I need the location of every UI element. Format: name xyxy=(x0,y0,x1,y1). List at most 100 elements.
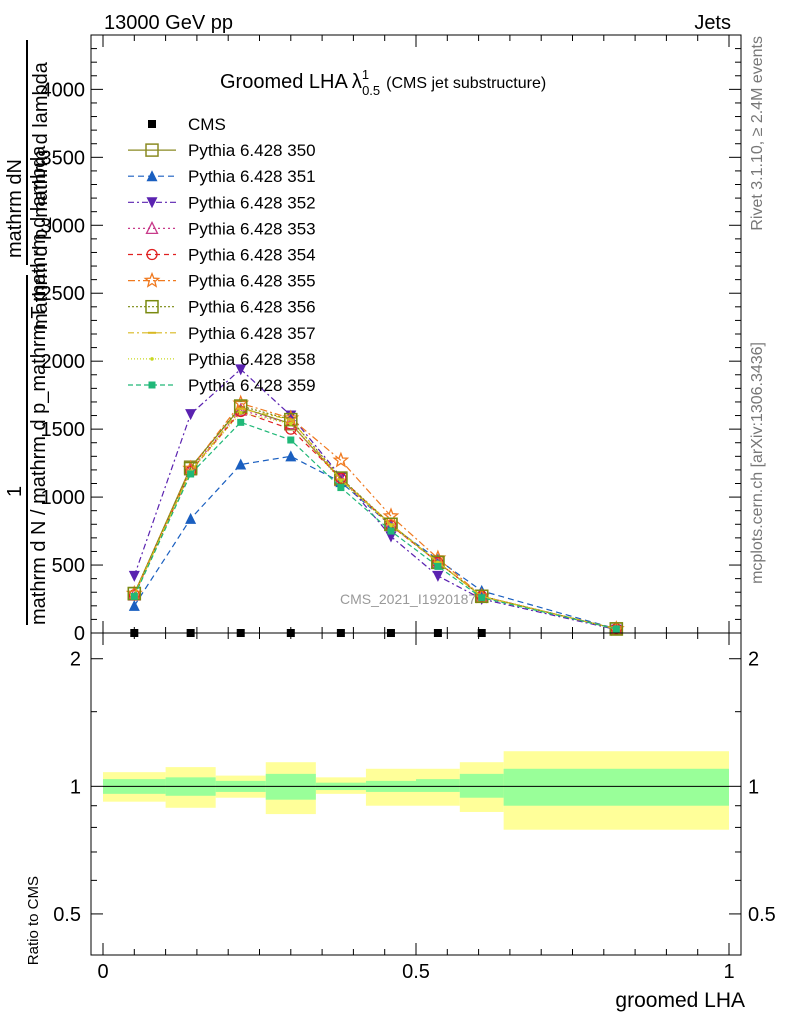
legend-label: Pythia 6.428 357 xyxy=(188,324,316,343)
legend-marker-cms xyxy=(148,120,156,128)
main-y-tick-label: 0 xyxy=(74,623,85,645)
x-axis-label: groomed LHA xyxy=(615,989,745,1012)
series-point xyxy=(612,625,620,633)
series-359 xyxy=(130,418,620,633)
legend-marker xyxy=(146,197,158,209)
series-point xyxy=(185,409,197,421)
header-energy-label: 13000 GeV pp xyxy=(104,12,233,34)
legend-marker xyxy=(150,357,154,361)
main-y-ticks: 0 500 1000 1500 2000 2500 3000 3500 4000 xyxy=(41,34,741,645)
chart-title-lambda: λ xyxy=(352,71,362,93)
legend-marker xyxy=(145,299,159,314)
chart-title-sup: 1 xyxy=(362,67,369,82)
ylabel-top-b: mathrm d p_mathrm d lambda xyxy=(30,61,52,330)
series-point xyxy=(235,364,247,376)
main-y-tick-label: 3000 xyxy=(41,215,86,237)
main-y-tick-label: 4000 xyxy=(41,79,86,101)
legend-marker xyxy=(145,220,159,235)
series-point xyxy=(185,512,197,524)
chart-title-main: Groomed LHA xyxy=(220,71,348,93)
ratio-y-label: Ratio to CMS xyxy=(25,876,42,965)
watermark: CMS_2021_I1920187 xyxy=(340,591,476,607)
main-panel: 0 500 1000 1500 2000 2500 3000 3500 4000 CMS_202… xyxy=(41,34,742,645)
chart-title: Groomed LHA λ1 0.5 (CMS jet substructure) xyxy=(220,67,546,98)
series-point xyxy=(432,570,444,582)
inner-band-bin xyxy=(503,768,729,806)
series-point xyxy=(128,570,140,582)
x-tick-label: 0 xyxy=(97,961,108,983)
series-point xyxy=(237,418,245,426)
inner-band-bin xyxy=(459,773,504,798)
series-point xyxy=(187,470,195,478)
inner-band-bin xyxy=(416,779,460,792)
series-point xyxy=(289,421,293,426)
side-mcplots-label: mcplots.cern.ch [arXiv:1306.3436] xyxy=(749,342,766,584)
series-point xyxy=(434,562,442,570)
ratio-x-ticks: 0 0.5 1 xyxy=(97,633,735,983)
main-y-tick-label: 500 xyxy=(52,555,85,577)
series-point xyxy=(128,599,140,611)
ylabel-top: mathrm dN xyxy=(4,159,26,258)
series-point xyxy=(335,472,347,484)
series-point xyxy=(478,594,486,602)
legend-label: Pythia 6.428 351 xyxy=(188,167,316,186)
main-y-tick-label: 1500 xyxy=(41,419,86,441)
series-point xyxy=(382,507,400,524)
legend-marker xyxy=(148,381,156,389)
series-point xyxy=(238,411,243,415)
series-point xyxy=(609,622,624,636)
main-y-tick-label: 1000 xyxy=(41,487,86,509)
ratio-y-tick-label: 1 xyxy=(70,776,81,798)
legend-label: Pythia 6.428 358 xyxy=(188,350,316,369)
series-point xyxy=(476,590,488,602)
legend-label: Pythia 6.428 353 xyxy=(188,219,316,238)
series-point xyxy=(287,436,295,444)
legend-marker xyxy=(146,248,158,261)
main-y-tick-label: 3500 xyxy=(41,147,86,169)
legend-label: Pythia 6.428 356 xyxy=(188,298,316,317)
series-layer xyxy=(125,364,625,637)
series-point xyxy=(232,394,250,411)
ratio-bands xyxy=(103,751,729,830)
main-y-tick-label: 2500 xyxy=(41,283,86,305)
ylabel-bottom: mathrm d N / mathrm d p_mathrm T mathrm … xyxy=(28,145,50,625)
legend-marker xyxy=(146,170,158,182)
legend-label: Pythia 6.428 359 xyxy=(188,376,316,395)
legend-marker xyxy=(145,143,159,157)
ratio-panel: 0.5 0.51 12 2 0 0.5 1 Ratio to CMS groomed LH… xyxy=(25,632,776,1012)
series-point xyxy=(389,523,393,528)
main-y-label: mathrm dN mathrm d p_mathrm d lambda 1 m… xyxy=(4,40,52,625)
legend: CMS Pythia 6.428 350 Pythia 6.428 351 Pythi… xyxy=(128,115,316,395)
header-jets-label: Jets xyxy=(694,12,731,34)
series-line xyxy=(133,410,617,630)
series-point xyxy=(337,484,345,492)
series-point xyxy=(332,451,350,468)
ratio-y-tick-label-right: 2 xyxy=(748,649,759,671)
legend-label: CMS xyxy=(188,115,226,134)
series-point xyxy=(285,450,297,462)
series-point xyxy=(130,592,138,600)
x-tick-label: 0.5 xyxy=(402,961,430,983)
x-tick-label: 1 xyxy=(723,961,734,983)
legend-marker xyxy=(143,271,161,288)
main-x-ticks xyxy=(102,35,730,633)
side-rivet-label: Rivet 3.1.10, ≥ 2.4M events xyxy=(749,36,766,231)
series-point xyxy=(387,527,395,535)
series-point xyxy=(339,478,343,483)
series-356 xyxy=(127,399,624,636)
series-point xyxy=(284,412,298,427)
ratio-y-tick-label-right: 1 xyxy=(748,776,759,798)
series-point xyxy=(474,589,489,604)
ratio-y-tick-label-right: 0.5 xyxy=(748,904,776,926)
series-point xyxy=(282,409,300,426)
legend-label: Pythia 6.428 352 xyxy=(188,193,316,212)
series-point xyxy=(334,471,348,485)
legend-label: Pythia 6.428 354 xyxy=(188,246,316,265)
ratio-y-tick-label: 0.5 xyxy=(53,904,81,926)
ratio-y-ticks: 0.5 0.5 1 1 2 2 xyxy=(53,649,776,926)
series-line xyxy=(133,402,617,630)
chart-title-sub: 0.5 xyxy=(362,83,380,98)
ylabel-one: 1 xyxy=(4,486,26,497)
main-y-tick-label: 2000 xyxy=(41,351,86,373)
